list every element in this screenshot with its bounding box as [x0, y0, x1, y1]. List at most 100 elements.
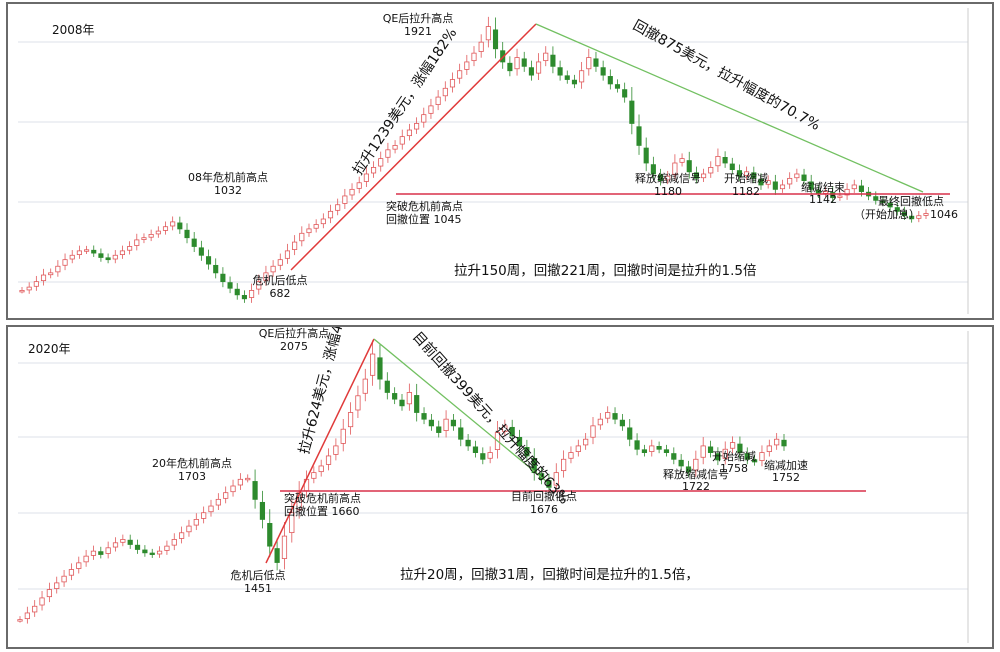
candle	[399, 136, 405, 145]
candle	[487, 452, 493, 459]
candle	[464, 61, 470, 70]
pre-crisis-high-value: 1703	[178, 470, 206, 483]
candle	[292, 241, 298, 250]
candle	[134, 239, 140, 246]
candle	[399, 399, 405, 407]
candle	[406, 392, 412, 405]
candle	[672, 162, 678, 175]
candle	[765, 180, 771, 185]
breakout-pullback-label: 回撤位置 1660	[284, 504, 360, 518]
candle	[605, 412, 611, 419]
candle	[751, 172, 757, 179]
candle	[693, 458, 699, 471]
final-low-value: 1046	[930, 208, 958, 221]
candle	[120, 539, 126, 543]
candle	[263, 272, 269, 281]
qe-peak-label: QE后拉升高点	[259, 327, 330, 340]
candle	[916, 215, 922, 219]
candle	[26, 286, 32, 291]
retrace-annotation: 回撤875美元，拉升幅度的70.7%	[630, 18, 822, 134]
candle	[281, 535, 288, 559]
candle	[91, 249, 97, 254]
candle	[612, 413, 618, 420]
candle	[478, 41, 484, 52]
candle	[414, 395, 420, 413]
candle	[306, 228, 312, 234]
candle	[385, 149, 391, 158]
candle	[249, 290, 255, 298]
candle	[629, 100, 635, 124]
candle	[579, 70, 585, 83]
candle	[363, 173, 369, 182]
candle	[736, 170, 743, 177]
candle	[32, 605, 38, 613]
candle	[507, 62, 513, 72]
candle	[327, 210, 334, 219]
candle	[649, 445, 655, 452]
chart-panel-2020: 2020年 QE后拉升高点 2075 20年危机前高点 1703 危机后低点 1…	[6, 325, 994, 649]
taper-accel-value: 1752	[772, 471, 800, 484]
pre-crisis-high-value: 1032	[214, 184, 242, 197]
taper-start-label: 开始缩减	[712, 449, 756, 463]
candle	[54, 582, 60, 589]
candle	[715, 453, 721, 461]
candle	[377, 357, 383, 380]
candle	[575, 445, 581, 452]
candle	[237, 478, 243, 486]
candle	[471, 52, 477, 62]
candle	[428, 419, 434, 427]
candle	[678, 459, 684, 467]
candle	[759, 452, 765, 461]
current-low-value: 1676	[530, 503, 558, 516]
candle	[69, 254, 75, 260]
candle	[641, 449, 648, 453]
breakout-pullback-label: 回撤位置 1045	[386, 212, 462, 226]
candle	[356, 182, 362, 189]
candle	[531, 458, 537, 474]
candle	[536, 61, 542, 74]
taper-end-value: 1142	[809, 193, 837, 206]
chart-2020-svg: 2020年 QE后拉升高点 2075 20年危机前高点 1703 危机后低点 1…	[17, 327, 969, 643]
candle	[105, 257, 111, 261]
candle	[715, 156, 721, 167]
candle	[538, 473, 545, 480]
candle	[600, 67, 606, 76]
candle	[170, 221, 176, 227]
candle	[436, 426, 442, 433]
candle	[521, 58, 527, 67]
candle	[234, 288, 240, 296]
candle	[24, 612, 30, 620]
candle	[342, 195, 348, 204]
retrace-trendline-2020	[373, 338, 547, 482]
candle	[311, 472, 317, 479]
candle	[779, 184, 786, 190]
candle	[156, 550, 163, 555]
candle	[443, 418, 449, 431]
candle	[213, 264, 219, 274]
candle	[485, 26, 491, 41]
candle	[593, 58, 599, 67]
candle	[707, 446, 714, 453]
candle	[259, 501, 266, 520]
final-low-sub: （开始加息）	[854, 207, 920, 221]
candle	[46, 589, 52, 598]
candle	[671, 453, 677, 460]
candle	[112, 542, 119, 548]
candle	[320, 218, 326, 225]
taper-signal-value: 1180	[654, 185, 682, 198]
candle	[634, 440, 640, 450]
candle	[62, 259, 68, 266]
candle	[313, 224, 319, 229]
candle	[901, 211, 908, 217]
candle	[215, 498, 221, 506]
candle	[656, 446, 662, 450]
candle	[543, 52, 549, 62]
candle	[650, 164, 656, 175]
candle	[492, 29, 499, 50]
candle	[112, 254, 118, 260]
candle	[700, 445, 706, 458]
candle	[98, 551, 104, 555]
candle	[472, 446, 479, 453]
summary-text: 拉升150周，回撤221周，回撤时间是拉升的1.5倍	[454, 263, 757, 279]
candle	[909, 215, 915, 220]
